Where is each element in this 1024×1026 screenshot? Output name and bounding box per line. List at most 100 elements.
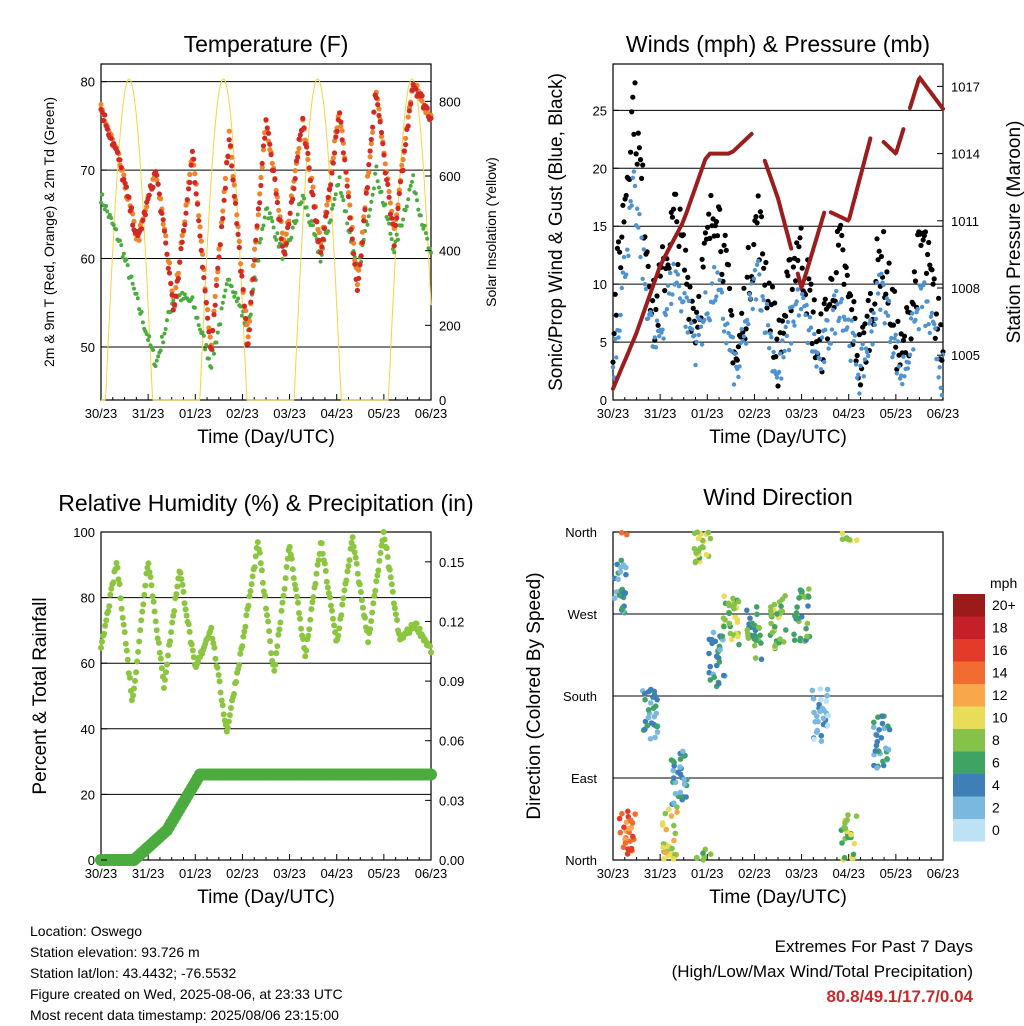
t2m-point	[216, 254, 222, 260]
rh-point	[183, 612, 190, 619]
gust-point	[783, 313, 789, 319]
wind-point	[682, 291, 687, 296]
wind-point	[684, 295, 689, 300]
y2-tick-label: 1008	[951, 281, 980, 296]
t2m-point	[361, 218, 367, 224]
t2m-point	[282, 251, 288, 257]
wind-point	[702, 317, 707, 323]
x-tick-label: 06/23	[927, 406, 960, 421]
rh-point	[306, 626, 313, 633]
dewpoint-point	[408, 183, 413, 188]
rh-point	[119, 614, 126, 621]
rh-point	[173, 591, 180, 598]
gust-point	[833, 270, 839, 276]
wind-point	[640, 276, 645, 282]
wind-point	[870, 342, 875, 347]
rh-point	[98, 644, 104, 651]
rh-point	[289, 566, 296, 573]
gust-point	[843, 264, 849, 270]
direction-point	[662, 810, 669, 817]
t2m-point	[255, 206, 261, 212]
x-tick-label: 05/23	[880, 866, 913, 881]
rh-point	[352, 554, 359, 561]
gust-point	[761, 265, 767, 271]
t2m-point	[265, 130, 272, 136]
gust-point	[617, 249, 623, 255]
wind-point	[646, 316, 651, 321]
dewpoint-point	[271, 225, 276, 230]
dewpoint-point	[396, 237, 400, 242]
x-tick-label: 04/23	[832, 866, 865, 881]
t2m-point	[165, 265, 171, 271]
rh-point	[387, 574, 394, 581]
wind-point	[892, 336, 897, 341]
gust-point	[722, 232, 728, 238]
wind-point	[785, 319, 791, 325]
direction-point	[806, 586, 812, 592]
t9m-point	[344, 177, 350, 183]
dewpoint-point	[201, 333, 206, 338]
rh-point	[249, 573, 256, 580]
direction-point	[778, 603, 784, 610]
gust-point	[683, 247, 689, 253]
rh-point	[236, 662, 243, 668]
wind-point	[649, 313, 654, 318]
wind-point	[712, 265, 717, 270]
direction-point	[621, 824, 627, 830]
t9m-point	[212, 293, 218, 299]
wind-point	[638, 254, 643, 260]
wind-point	[625, 247, 630, 252]
rh-point	[169, 619, 176, 626]
t2m-point	[401, 148, 407, 154]
wind-point	[690, 327, 695, 332]
gust-point	[875, 257, 881, 263]
rh-point	[254, 539, 261, 546]
direction-point	[817, 708, 823, 715]
rh-point	[377, 550, 384, 556]
rh-point	[153, 627, 160, 634]
direction-point	[884, 756, 890, 762]
dewpoint-point	[153, 364, 158, 368]
t9m-point	[226, 128, 232, 134]
x-axis-label: Time (Day/UTC)	[709, 427, 847, 448]
direction-point	[797, 587, 804, 593]
dewpoint-point	[158, 348, 163, 353]
direction-point	[672, 779, 679, 786]
wind-point	[661, 336, 666, 341]
dewpoint-point	[270, 219, 275, 224]
x-tick-label: 05/23	[368, 866, 401, 881]
gust-point	[911, 269, 918, 275]
y-tick-label: 80	[81, 591, 95, 606]
direction-point	[769, 629, 776, 636]
wind-point	[669, 301, 674, 307]
rh-point	[268, 650, 275, 657]
t2m-point	[334, 128, 340, 134]
rh-point	[276, 626, 283, 633]
wind-point	[779, 376, 784, 381]
t2m-point	[387, 211, 393, 217]
wind-point	[703, 290, 708, 295]
dewpoint-point	[132, 286, 136, 291]
t2m-point	[403, 142, 409, 148]
t2m-point	[163, 240, 169, 246]
rh-point	[265, 618, 272, 625]
wind-point	[893, 332, 898, 337]
direction-point	[809, 687, 816, 694]
wind-point	[826, 346, 831, 351]
dewpoint-point	[209, 365, 214, 370]
rh-point	[292, 586, 299, 593]
dewpoint-point	[330, 206, 334, 211]
rh-point	[123, 647, 130, 654]
gust-point	[929, 267, 935, 273]
wind-point	[631, 169, 637, 174]
speed-legend-title: mph	[990, 575, 1017, 591]
direction-point	[703, 551, 710, 558]
gust-point	[821, 301, 827, 307]
rh-point	[106, 603, 113, 610]
station-elevation: Station elevation: 93.726 m	[30, 944, 200, 960]
x-tick-label: 01/23	[691, 866, 724, 881]
t2m-point	[100, 117, 107, 124]
t9m-point	[382, 161, 388, 167]
direction-point	[692, 559, 699, 566]
x-tick-label: 04/23	[832, 406, 865, 421]
